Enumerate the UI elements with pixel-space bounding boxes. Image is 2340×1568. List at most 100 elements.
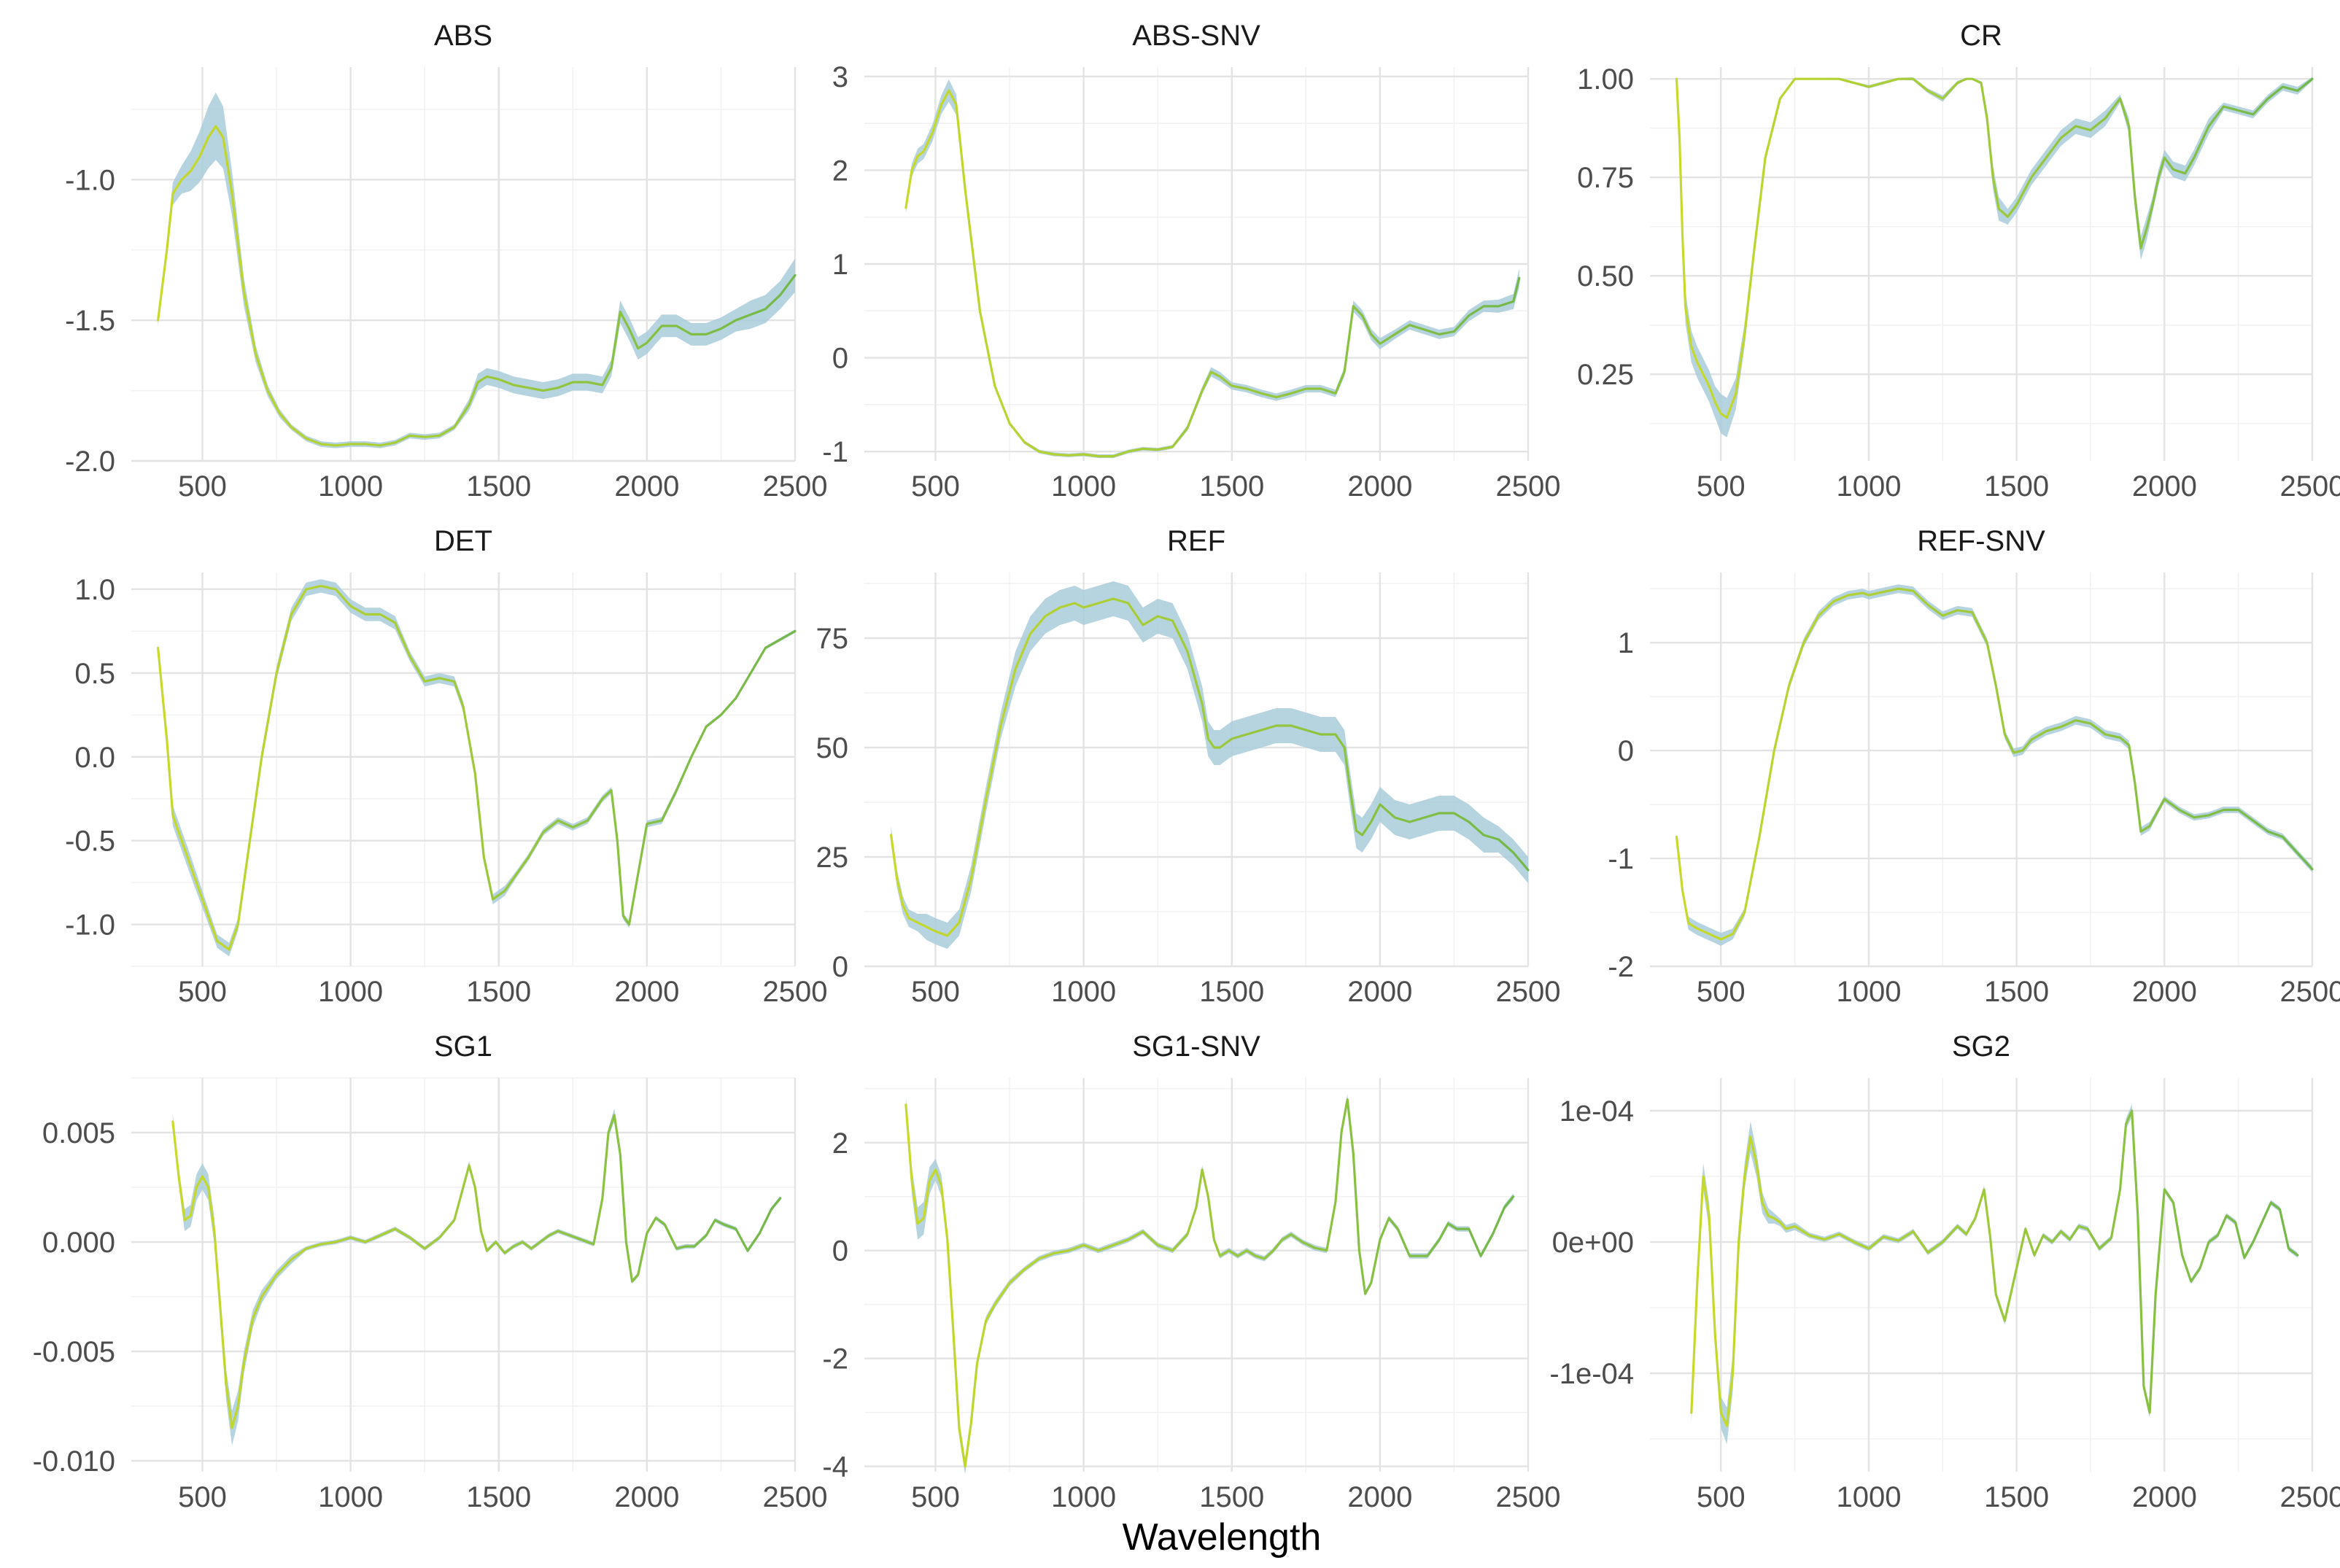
- panel-sg1-y-tick-label: -0.010: [33, 1445, 115, 1478]
- panel-sg1-y-tick-label: -0.005: [33, 1336, 115, 1368]
- panel-sg1-snv-x-tick-label: 1000: [1051, 1481, 1116, 1513]
- panel-sg2-y-tick-label: -1e-04: [1549, 1358, 1634, 1390]
- panel-det-x-tick-label: 500: [178, 976, 227, 1008]
- panel-cr-y-tick-label: 0.75: [1577, 162, 1634, 194]
- panel-sg2-mean-line: [1690, 1109, 2299, 1427]
- panel-cr-y-tick-label: 0.25: [1577, 359, 1634, 391]
- panel-sg1-snv-y-tick-label: -4: [822, 1451, 848, 1483]
- panel-abs-mean-line: [157, 125, 797, 447]
- panel-sg1-snv-y-tick-label: 2: [832, 1128, 848, 1160]
- panel-sg1-mean-line: [171, 1114, 782, 1429]
- panel-abs-snv-y-tick-label: 1: [832, 249, 848, 281]
- panel-cr-y-tick-label: 0.50: [1577, 260, 1634, 292]
- panel-det-confidence-ribbon: [158, 579, 796, 957]
- panel-cr-mean-line: [1675, 77, 2314, 419]
- panel-abs-confidence-ribbon: [158, 92, 796, 449]
- panel-sg1-x-tick-label: 1000: [318, 1481, 383, 1513]
- panel-ref-y-tick-label: 75: [816, 623, 849, 655]
- panel-sg1-snv-y-tick-label: -2: [822, 1343, 848, 1375]
- panel-ref: REF 500 1000 1500 2000 2500 75 50 25 0: [816, 525, 1561, 1008]
- panel-sg1-x-tick-label: 2000: [614, 1481, 679, 1513]
- panel-abs-x-tick-label: 2000: [614, 470, 679, 502]
- panel-sg1-snv: SG1-SNV 500 1000 1500 2000 2500 2 0 -2 -4: [822, 1031, 1560, 1513]
- panel-ref-x-tick-label: 1000: [1051, 976, 1116, 1008]
- panel-abs-x-tick-label: 500: [178, 470, 227, 502]
- panel-abs: ABS 500 1000 1500 2000 2500 -1.0 -1.5 -2.0: [65, 20, 827, 502]
- panel-abs-snv-y-tick-label: 3: [832, 61, 848, 93]
- panel-sg1-snv-confidence-ribbon: [905, 1094, 1514, 1475]
- panel-det-y-tick-label: -1.0: [65, 909, 115, 942]
- panel-abs-snv-y-tick-label: 0: [832, 343, 848, 375]
- panel-abs-y-tick-label: -2.0: [65, 446, 115, 478]
- panel-det-x-tick-label: 1000: [318, 976, 383, 1008]
- panel-ref-snv-x-tick-label: 1500: [1984, 976, 2049, 1008]
- panel-sg2-title: SG2: [1952, 1031, 2010, 1063]
- panel-ref-snv-y-tick-label: -2: [1608, 951, 1634, 983]
- panel-sg1-snv-title: SG1-SNV: [1132, 1031, 1260, 1063]
- panel-abs-y-tick-label: -1.0: [65, 164, 115, 196]
- panel-abs-snv-title: ABS-SNV: [1132, 20, 1260, 52]
- panel-abs-snv-confidence-ribbon: [905, 79, 1519, 459]
- panel-sg2-x-tick-label: 1500: [1984, 1481, 2049, 1513]
- panel-ref-y-tick-label: 25: [816, 842, 849, 874]
- panel-abs-snv-x-tick-label: 2500: [1496, 470, 1561, 502]
- panel-cr-x-tick-label: 1500: [1984, 470, 2049, 502]
- panel-det-y-tick-label: 0.0: [74, 742, 115, 774]
- panel-det-y-tick-label: 0.5: [74, 658, 115, 690]
- panel-sg1-snv-x-tick-label: 1500: [1199, 1481, 1264, 1513]
- panel-sg1-x-tick-label: 500: [178, 1481, 227, 1513]
- panel-ref-snv-y-tick-label: 1: [1618, 627, 1634, 659]
- panel-ref-title: REF: [1167, 525, 1225, 557]
- panel-sg1-confidence-ribbon: [172, 1109, 780, 1445]
- panel-det-x-tick-label: 2500: [763, 976, 828, 1008]
- panel-det-y-tick-label: 1.0: [74, 574, 115, 606]
- panel-ref-snv-x-tick-label: 2500: [2280, 976, 2340, 1008]
- panel-ref-x-tick-label: 2500: [1496, 976, 1561, 1008]
- panel-cr-x-tick-label: 1000: [1836, 470, 1901, 502]
- panel-abs-snv-x-tick-label: 1500: [1199, 470, 1264, 502]
- panel-sg1-x-tick-label: 1500: [466, 1481, 531, 1513]
- panel-sg1-x-tick-label: 2500: [763, 1481, 828, 1513]
- panel-abs-snv-x-tick-label: 1000: [1051, 470, 1116, 502]
- panel-sg1-snv-x-tick-label: 2500: [1496, 1481, 1561, 1513]
- panel-sg1-snv-x-tick-label: 2000: [1347, 1481, 1412, 1513]
- panel-abs-snv-x-tick-label: 500: [911, 470, 960, 502]
- panel-ref-x-tick-label: 1500: [1199, 976, 1264, 1008]
- panel-ref-x-tick-label: 500: [911, 976, 960, 1008]
- panel-ref-snv-y-tick-label: -1: [1608, 843, 1634, 875]
- panel-sg2: SG2 500 1000 1500 2000 2500 1e-04 0e+00 -1e-04: [1549, 1031, 2340, 1513]
- panel-sg2-y-tick-label: 1e-04: [1560, 1095, 1634, 1128]
- panel-sg1-y-tick-label: 0.000: [42, 1227, 115, 1259]
- panel-abs-x-tick-label: 1000: [318, 470, 383, 502]
- panel-abs-x-tick-label: 1500: [466, 470, 531, 502]
- panel-sg1-y-tick-label: 0.005: [42, 1117, 115, 1149]
- panel-ref-y-tick-label: 0: [832, 951, 848, 983]
- panel-sg1-snv-y-tick-label: 0: [832, 1235, 848, 1268]
- panel-abs-snv: ABS-SNV 500 1000 1500 2000 2500 3 2 1 0 -1: [822, 20, 1560, 502]
- panel-sg2-x-tick-label: 1000: [1836, 1481, 1901, 1513]
- panel-det-mean-line: [157, 584, 797, 951]
- panel-abs-title: ABS: [434, 20, 492, 52]
- panel-ref-snv-x-tick-label: 500: [1697, 976, 1746, 1008]
- panel-ref-snv: REF-SNV 500 1000 1500 2000 2500 1 0 -1 -2: [1608, 525, 2340, 1008]
- panel-sg2-x-tick-label: 2000: [2132, 1481, 2197, 1513]
- panel-sg2-x-tick-label: 500: [1697, 1481, 1746, 1513]
- panel-abs-snv-y-tick-label: 2: [832, 155, 848, 187]
- panel-det-x-tick-label: 2000: [614, 976, 679, 1008]
- panel-det-title: DET: [434, 525, 492, 557]
- panel-abs-y-tick-label: -1.5: [65, 305, 115, 337]
- panel-det-x-tick-label: 1500: [466, 976, 531, 1008]
- panel-sg1-snv-mean-line: [904, 1098, 1515, 1468]
- panel-ref-mean-line: [890, 597, 1530, 937]
- panel-abs-snv-mean-line: [904, 89, 1521, 458]
- panel-ref-snv-mean-line: [1675, 587, 2314, 941]
- panel-det: DET 500 1000 1500 2000 2500 1.0 0.5 0.0 -0.5 -1.0: [65, 525, 827, 1008]
- panel-det-y-tick-label: -0.5: [65, 826, 115, 858]
- panel-abs-snv-x-tick-label: 2000: [1347, 470, 1412, 502]
- panel-cr: CR 500 1000 1500 2000 2500 1.00 0.75 0.50 0.25: [1577, 20, 2340, 502]
- panel-cr-y-tick-label: 1.00: [1577, 63, 1634, 96]
- panel-cr-x-tick-label: 2500: [2280, 470, 2340, 502]
- panel-ref-snv-title: REF-SNV: [1917, 525, 2045, 557]
- panel-abs-x-tick-label: 2500: [763, 470, 828, 502]
